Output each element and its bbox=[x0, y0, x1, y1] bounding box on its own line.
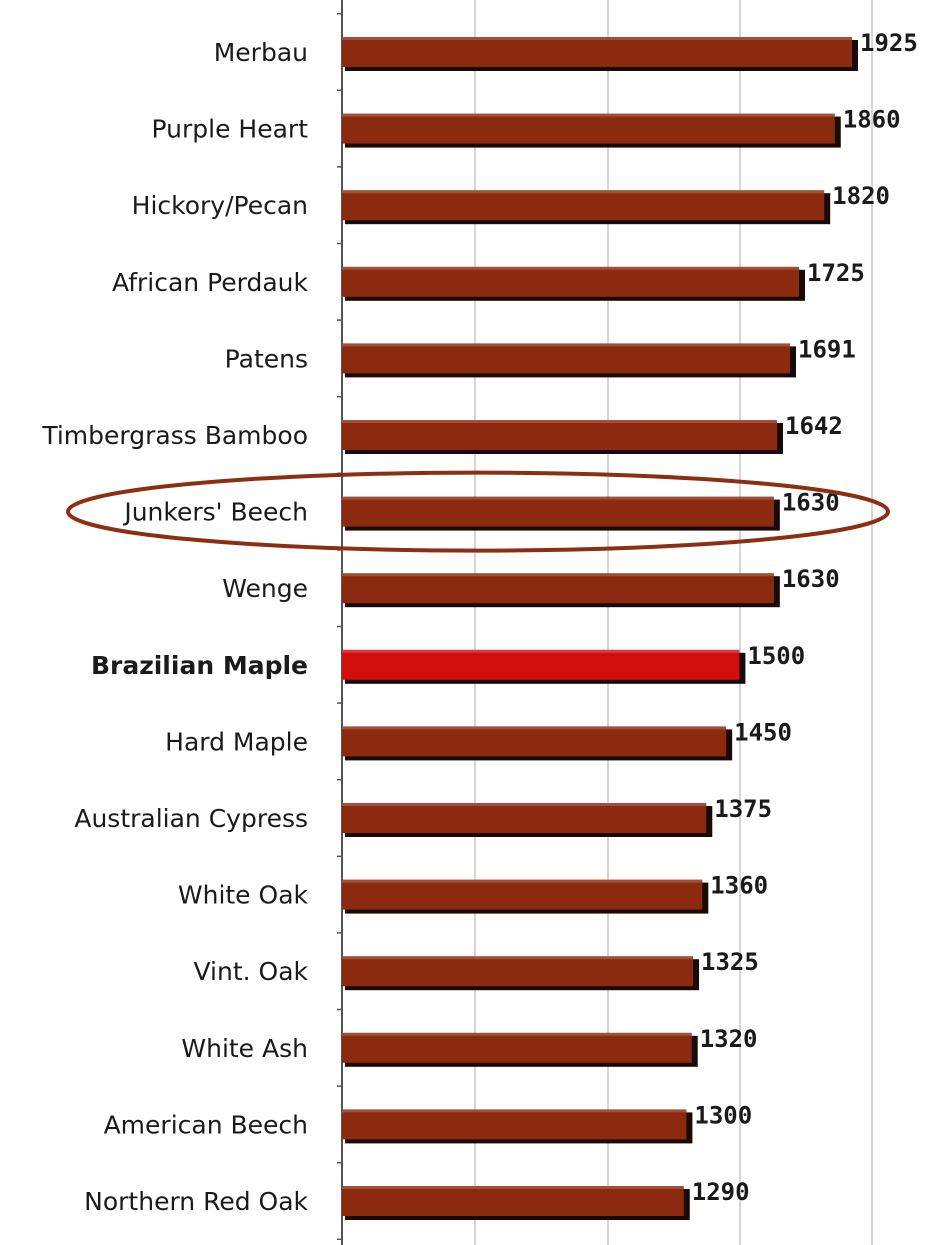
category-label: White Ash bbox=[181, 1034, 308, 1063]
category-label: White Oak bbox=[178, 881, 309, 910]
category-label: Hickory/Pecan bbox=[132, 191, 308, 220]
category-label: Purple Heart bbox=[152, 115, 309, 144]
bar-highlight bbox=[342, 649, 740, 653]
bar bbox=[342, 573, 774, 604]
bar bbox=[342, 726, 727, 757]
bar-highlight bbox=[342, 803, 707, 806]
category-label: Brazilian Maple bbox=[91, 651, 308, 680]
bar bbox=[342, 1186, 684, 1216]
bar-highlight bbox=[342, 113, 835, 117]
value-label: 1691 bbox=[798, 335, 856, 363]
value-label: 1290 bbox=[692, 1178, 750, 1206]
bar-highlight bbox=[342, 496, 774, 500]
category-label: Timbergrass Bamboo bbox=[41, 421, 308, 450]
bar bbox=[342, 420, 778, 450]
value-label: 1375 bbox=[714, 795, 772, 823]
value-label: 1642 bbox=[785, 412, 843, 440]
value-label: 1325 bbox=[701, 948, 759, 976]
bar bbox=[342, 343, 791, 374]
value-label: 1925 bbox=[860, 29, 918, 57]
bar bbox=[342, 266, 800, 297]
y-axis bbox=[337, 0, 343, 1245]
category-label: American Beech bbox=[104, 1110, 308, 1139]
bar-highlight bbox=[342, 420, 778, 423]
bars bbox=[342, 37, 858, 1220]
value-label: 1725 bbox=[807, 259, 865, 287]
value-label: 1630 bbox=[782, 565, 840, 593]
category-label: Wenge bbox=[222, 574, 308, 603]
category-labels: Merbau Purple Heart Hickory/Pecan African P… bbox=[41, 38, 308, 1216]
bar-highlight bbox=[342, 1109, 687, 1113]
annotations bbox=[66, 470, 890, 553]
bar-highlight bbox=[342, 573, 774, 577]
highlight-ellipse bbox=[66, 470, 890, 553]
value-label: 1860 bbox=[843, 106, 901, 134]
bar bbox=[342, 956, 694, 987]
category-label: Merbau bbox=[214, 38, 308, 67]
value-labels: 1925186018201725169116421630163015001450… bbox=[692, 29, 918, 1206]
bar bbox=[342, 803, 707, 833]
bar-highlight bbox=[342, 1186, 684, 1189]
bar bbox=[342, 37, 852, 67]
bar-highlight bbox=[342, 266, 800, 270]
value-label: 1820 bbox=[832, 182, 890, 210]
category-label: Australian Cypress bbox=[74, 804, 308, 833]
bar-highlight bbox=[342, 726, 727, 730]
bar-highlight bbox=[342, 343, 791, 347]
value-label: 1300 bbox=[694, 1101, 752, 1129]
bar bbox=[342, 1109, 687, 1140]
category-label: Vint. Oak bbox=[193, 957, 308, 986]
bar bbox=[342, 879, 703, 910]
bar bbox=[342, 649, 740, 680]
value-label: 1360 bbox=[710, 872, 768, 900]
category-label: Hard Maple bbox=[165, 727, 308, 756]
bar bbox=[342, 496, 774, 527]
bar bbox=[342, 190, 825, 221]
bar bbox=[342, 1032, 692, 1063]
bar-highlight bbox=[342, 1032, 692, 1036]
bar-highlight bbox=[342, 190, 825, 194]
category-label: Northern Red Oak bbox=[84, 1187, 308, 1216]
category-label: African Perdauk bbox=[112, 268, 309, 297]
value-label: 1320 bbox=[700, 1025, 758, 1053]
category-label: Patens bbox=[225, 344, 308, 373]
value-label: 1500 bbox=[747, 642, 805, 670]
bar bbox=[342, 113, 835, 144]
bar-highlight bbox=[342, 879, 703, 883]
category-label: Junkers' Beech bbox=[122, 498, 308, 527]
value-label: 1450 bbox=[734, 718, 792, 746]
bar-highlight bbox=[342, 956, 694, 960]
bar-highlight bbox=[342, 37, 852, 40]
